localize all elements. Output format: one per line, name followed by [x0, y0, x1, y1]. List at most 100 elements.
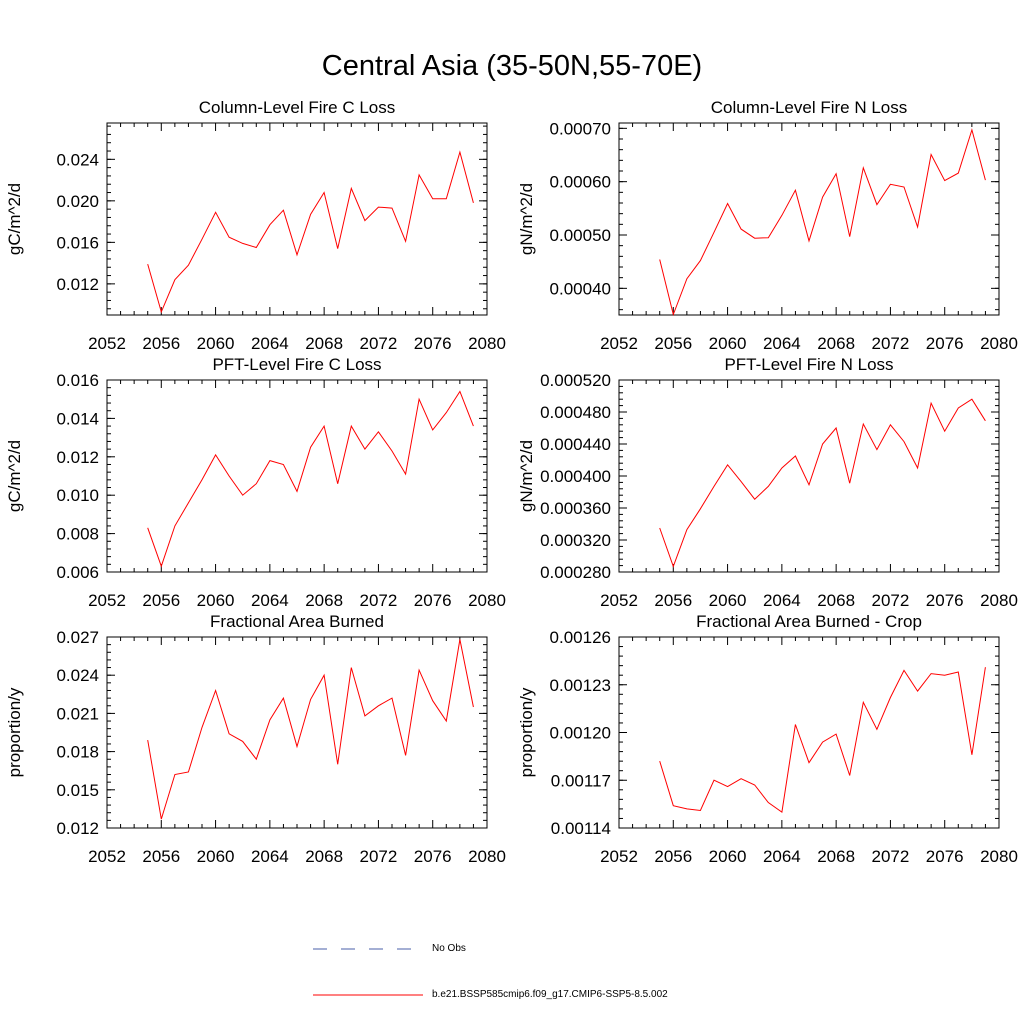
chart-panel-4: PFT-Level Fire N Loss gN/m^2/d 2052 2056 206…: [517, 355, 1018, 610]
x-tick-label: 2060: [709, 591, 747, 610]
y-tick-label: 0.000520: [540, 371, 611, 390]
y-tick-label: 0.00060: [550, 173, 611, 192]
y-tick-label: 0.012: [56, 819, 99, 838]
chart-panel-2: Column-Level Fire N Loss gN/m^2/d 2052 2056…: [517, 98, 1018, 353]
x-tick-label: 2056: [654, 334, 692, 353]
y-tick-label: 0.018: [56, 743, 99, 762]
y-tick-label: 0.016: [56, 371, 99, 390]
x-tick-label: 2064: [763, 591, 801, 610]
panel-title: Fractional Area Burned: [210, 612, 384, 631]
y-tick-label: 0.010: [56, 486, 99, 505]
y-tick-label: 0.027: [56, 628, 99, 647]
y-tick-label: 0.020: [56, 192, 99, 211]
x-tick-label: 2076: [926, 591, 964, 610]
x-tick-label: 2068: [817, 334, 855, 353]
x-tick-label: 2064: [763, 847, 801, 866]
x-tick-label: 2080: [980, 591, 1018, 610]
series-line: [659, 128, 986, 317]
x-tick-label: 2072: [872, 591, 910, 610]
x-tick-label: 2064: [251, 591, 289, 610]
x-tick-label: 2080: [980, 847, 1018, 866]
plot-frame: [618, 379, 1000, 573]
x-tick-label: 2052: [88, 334, 126, 353]
x-tick-label: 2068: [817, 591, 855, 610]
series-line: [147, 639, 474, 820]
y-tick-label: 0.00126: [550, 628, 611, 647]
x-tick-label: 2060: [197, 334, 235, 353]
panel-title: Fractional Area Burned - Crop: [696, 612, 922, 631]
y-tick-label: 0.024: [56, 150, 99, 169]
x-tick-label: 2072: [872, 334, 910, 353]
x-tick-label: 2056: [142, 847, 180, 866]
plot-frame: [106, 636, 488, 829]
x-tick-label: 2072: [360, 334, 398, 353]
plot-frame: [106, 122, 488, 316]
y-tick-label: 0.000360: [540, 499, 611, 518]
chart-panel-3: PFT-Level Fire C Loss gC/m^2/d 2052 2056 206…: [5, 355, 506, 610]
y-tick-label: 0.021: [56, 704, 99, 723]
x-tick-label: 2056: [654, 591, 692, 610]
series-line: [659, 398, 986, 568]
chart-panel-6: Fractional Area Burned - Crop proportion/…: [517, 612, 1018, 866]
y-axis-label: gN/m^2/d: [517, 440, 536, 512]
y-tick-label: 0.000440: [540, 435, 611, 454]
x-tick-label: 2076: [926, 334, 964, 353]
chart-panel-5: Fractional Area Burned proportion/y 2052 20…: [5, 612, 506, 866]
y-tick-label: 0.00123: [550, 676, 611, 695]
x-tick-label: 2064: [251, 334, 289, 353]
x-tick-label: 2080: [468, 847, 506, 866]
x-tick-label: 2072: [872, 847, 910, 866]
x-tick-label: 2060: [197, 847, 235, 866]
panel-title: PFT-Level Fire C Loss: [212, 355, 381, 374]
x-tick-label: 2064: [251, 847, 289, 866]
panel-title: Column-Level Fire N Loss: [711, 98, 908, 117]
y-tick-label: 0.000320: [540, 531, 611, 550]
series-line: [659, 667, 986, 813]
x-tick-label: 2056: [142, 591, 180, 610]
y-axis-label: proportion/y: [5, 687, 24, 777]
x-tick-label: 2080: [468, 591, 506, 610]
y-tick-label: 0.00117: [551, 771, 611, 790]
x-tick-label: 2076: [414, 591, 452, 610]
x-tick-label: 2064: [763, 334, 801, 353]
plot-frame: [618, 636, 1000, 829]
x-tick-label: 2076: [414, 334, 452, 353]
x-tick-label: 2072: [360, 847, 398, 866]
y-axis-label: gC/m^2/d: [5, 183, 24, 255]
x-tick-label: 2080: [980, 334, 1018, 353]
x-tick-label: 2052: [600, 334, 638, 353]
x-tick-label: 2052: [88, 847, 126, 866]
y-tick-label: 0.015: [56, 781, 99, 800]
y-axis-label: proportion/y: [517, 687, 536, 777]
x-tick-label: 2052: [88, 591, 126, 610]
chart-panel-1: Column-Level Fire C Loss gC/m^2/d 2052 2056…: [5, 98, 506, 353]
x-tick-label: 2068: [305, 847, 343, 866]
y-tick-label: 0.000400: [540, 467, 611, 486]
x-tick-label: 2068: [817, 847, 855, 866]
x-tick-label: 2056: [142, 334, 180, 353]
y-axis-label: gC/m^2/d: [5, 440, 24, 512]
y-tick-label: 0.00114: [551, 819, 611, 838]
y-tick-label: 0.000280: [540, 563, 611, 582]
y-tick-label: 0.00120: [550, 724, 611, 743]
y-tick-label: 0.008: [56, 525, 99, 544]
y-tick-label: 0.006: [56, 563, 99, 582]
panel-title: PFT-Level Fire N Loss: [724, 355, 893, 374]
figure-title: Central Asia (35-50N,55-70E): [321, 50, 703, 82]
y-tick-label: 0.012: [56, 448, 99, 467]
x-tick-label: 2060: [709, 334, 747, 353]
x-tick-label: 2072: [360, 591, 398, 610]
x-tick-label: 2076: [414, 847, 452, 866]
x-tick-label: 2068: [305, 591, 343, 610]
y-tick-label: 0.00070: [550, 119, 611, 138]
x-tick-label: 2060: [197, 591, 235, 610]
y-tick-label: 0.014: [56, 409, 99, 428]
x-tick-label: 2080: [468, 334, 506, 353]
x-tick-label: 2052: [600, 847, 638, 866]
plot-frame: [106, 379, 488, 573]
y-tick-label: 0.000480: [540, 403, 611, 422]
y-axis-label: gN/m^2/d: [517, 183, 536, 255]
y-tick-label: 0.012: [56, 275, 99, 294]
y-tick-label: 0.00040: [550, 279, 611, 298]
